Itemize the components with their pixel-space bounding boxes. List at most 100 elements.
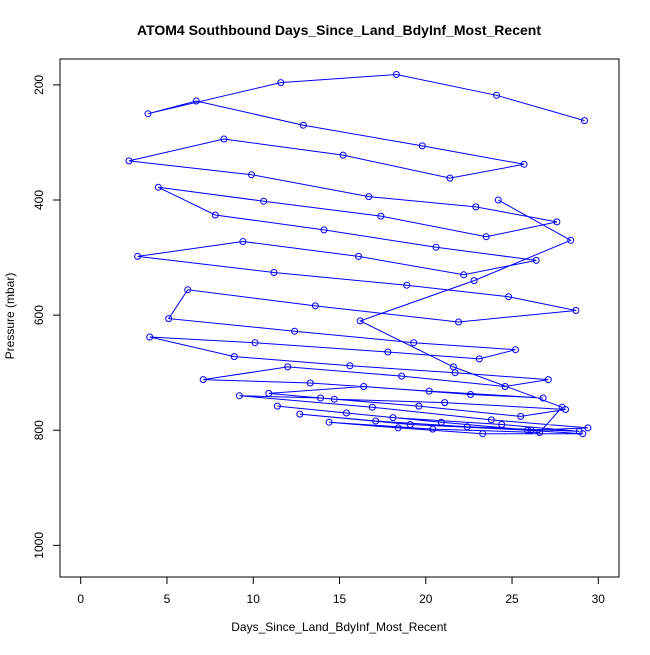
- y-tick-label: 800: [32, 420, 46, 440]
- data-point: [472, 203, 480, 211]
- data-point: [342, 409, 350, 417]
- plot-frame: [59, 58, 620, 578]
- series-line: [128, 73, 588, 435]
- y-tick-label: 200: [32, 75, 46, 95]
- data-point: [567, 236, 575, 244]
- x-tick-label: 5: [164, 592, 171, 606]
- data-point: [146, 333, 154, 341]
- data-point: [392, 71, 400, 78]
- data-point: [398, 372, 406, 380]
- data-point: [384, 348, 392, 356]
- data-point: [144, 110, 152, 118]
- data-point: [493, 91, 500, 99]
- data-point: [532, 256, 540, 264]
- x-tick-label: 30: [592, 592, 606, 606]
- data-point: [536, 429, 544, 436]
- data-point: [284, 363, 292, 371]
- data-point: [579, 430, 587, 438]
- data-point: [356, 317, 364, 325]
- data-point: [524, 426, 532, 434]
- data-point: [572, 307, 580, 314]
- data-point: [320, 226, 328, 234]
- x-tick-label: 20: [419, 592, 433, 606]
- data-point: [581, 117, 588, 125]
- data-point: [365, 193, 373, 201]
- x-tick-label: 25: [505, 592, 519, 606]
- data-point: [539, 394, 547, 402]
- data-point: [553, 218, 561, 226]
- data-point: [527, 426, 535, 434]
- y-axis-label: Pressure (mbar): [3, 273, 17, 360]
- data-point: [154, 183, 162, 191]
- y-tick-label: 600: [32, 305, 46, 325]
- data-point: [273, 402, 281, 410]
- data-point: [479, 430, 487, 438]
- data-point: [455, 318, 462, 326]
- y-tick-label: 400: [32, 190, 46, 210]
- data-point: [425, 387, 433, 395]
- data-point: [517, 412, 525, 420]
- data-point: [512, 346, 519, 354]
- data-point: [505, 293, 513, 301]
- data-point: [415, 402, 423, 410]
- data-point: [389, 414, 397, 422]
- data-point: [446, 174, 454, 182]
- data-point: [372, 417, 380, 425]
- data-point: [317, 394, 324, 402]
- x-tick-label: 0: [77, 592, 84, 606]
- data-point: [306, 379, 314, 387]
- data-point: [165, 315, 173, 323]
- data-point: [330, 395, 338, 403]
- data-point: [248, 171, 255, 179]
- data-point: [125, 157, 133, 165]
- data-point: [291, 327, 299, 335]
- data-point: [239, 238, 247, 245]
- data-point: [377, 212, 385, 220]
- data-point: [355, 252, 362, 260]
- data-point: [277, 79, 285, 87]
- data-point: [498, 421, 506, 428]
- data-layer: [125, 71, 592, 438]
- data-point: [220, 135, 228, 143]
- chart-title: ATOM4 Southbound Days_Since_Land_BdyInf_…: [137, 22, 541, 38]
- data-point: [449, 363, 457, 371]
- data-point: [235, 392, 243, 400]
- data-point: [460, 271, 468, 279]
- y-tick-label: 1000: [32, 532, 46, 559]
- data-point: [429, 425, 437, 433]
- data-point: [199, 376, 207, 384]
- data-point: [418, 142, 426, 150]
- data-point: [360, 383, 368, 390]
- data-point: [368, 403, 376, 411]
- data-point: [544, 376, 552, 384]
- data-point: [494, 196, 502, 204]
- data-point: [410, 339, 418, 347]
- x-tick-label: 15: [333, 592, 347, 606]
- data-point: [475, 355, 483, 363]
- data-point: [575, 427, 583, 435]
- data-point: [270, 269, 278, 276]
- data-point: [482, 233, 490, 241]
- data-point: [441, 399, 449, 407]
- data-point: [463, 423, 471, 431]
- x-axis-label: Days_Since_Land_BdyInf_Most_Recent: [231, 620, 447, 634]
- data-point: [339, 151, 347, 159]
- data-point: [211, 211, 219, 219]
- data-point: [403, 281, 411, 289]
- data-point: [296, 410, 304, 418]
- data-point: [134, 252, 142, 260]
- data-point: [501, 383, 509, 390]
- data-point: [325, 418, 333, 426]
- data-point: [260, 197, 268, 205]
- data-point: [520, 160, 528, 168]
- data-point: [558, 403, 566, 411]
- data-point: [299, 121, 307, 129]
- data-point: [406, 421, 414, 428]
- data-point: [467, 391, 475, 398]
- data-point: [470, 277, 478, 285]
- data-point: [251, 339, 259, 347]
- data-point: [394, 424, 402, 432]
